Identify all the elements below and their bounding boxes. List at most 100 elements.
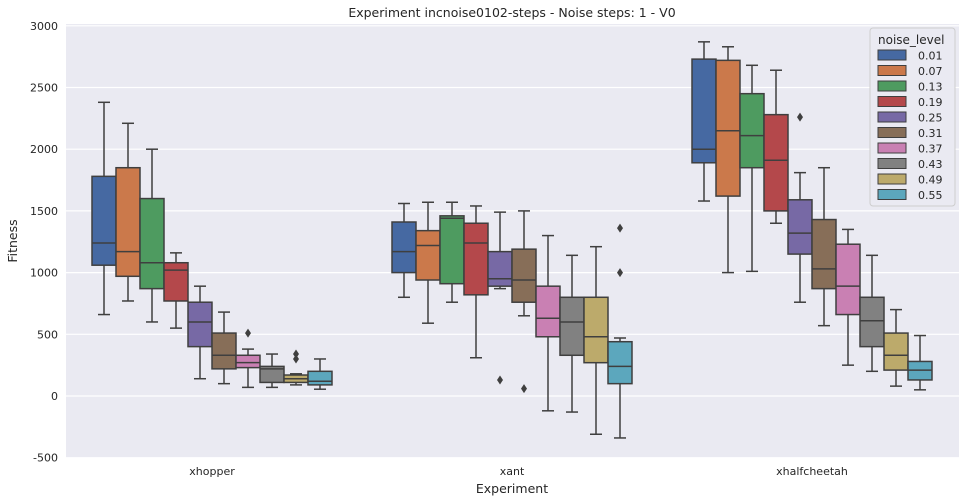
outlier-point <box>245 328 251 338</box>
box-0.25-xant <box>487 211 513 385</box>
legend-swatch <box>877 173 907 185</box>
box-iqr <box>583 296 609 364</box>
box-0.49-xant <box>583 245 609 436</box>
y-tick-label: 500 <box>37 328 58 341</box>
box-iqr <box>559 296 585 357</box>
box-iqr <box>391 221 417 274</box>
legend-swatch <box>877 96 907 107</box>
box-iqr <box>787 199 813 255</box>
box-iqr <box>811 218 837 290</box>
legend-label: 0.31 <box>918 127 943 140</box>
x-tick-label: xant <box>500 465 525 478</box>
legend-label: 0.13 <box>918 81 943 94</box>
box-0.01-xhalfcheetah <box>691 41 717 202</box>
box-0.43-xant <box>559 254 585 413</box>
chart-title: Experiment incnoise0102-steps - Noise st… <box>348 5 675 20</box>
box-0.55-xhopper <box>307 358 333 390</box>
y-axis-label: Fitness <box>5 219 20 262</box>
box-0.19-xhalfcheetah <box>763 69 789 224</box>
box-0.31-xant <box>511 210 537 394</box>
box-0.55-xant <box>607 223 633 439</box>
box-0.01-xant <box>391 202 417 299</box>
box-0.49-xhalfcheetah <box>883 308 909 387</box>
legend-label: 0.19 <box>918 96 943 109</box>
y-tick-label: 0 <box>51 390 58 403</box>
y-tick-label: 1500 <box>30 205 58 218</box>
box-0.55-xhalfcheetah <box>907 334 933 391</box>
y-tick-label: 2000 <box>30 143 58 156</box>
box-0.37-xhalfcheetah <box>835 228 861 366</box>
box-iqr <box>487 250 513 287</box>
y-tick-label: 2500 <box>30 82 58 95</box>
box-0.25-xhalfcheetah <box>787 112 813 303</box>
box-iqr <box>691 58 717 164</box>
box-iqr <box>715 59 741 197</box>
axes: -500 0 500 1000 1500 2000 2500 3000 xhopper xant x… <box>30 20 848 478</box>
legend-swatch <box>877 80 907 92</box>
outlier-point <box>617 223 623 233</box>
y-tick-label: -500 <box>33 452 58 465</box>
legend-label: 0.07 <box>918 65 943 78</box>
box-0.07-xhalfcheetah <box>715 46 741 274</box>
box-0.01-xhopper <box>91 101 117 316</box>
legend-label: 0.37 <box>918 143 943 156</box>
box-iqr <box>139 197 165 290</box>
box-iqr <box>535 285 561 338</box>
legend-label: 0.43 <box>918 158 943 171</box>
box-iqr <box>883 332 909 371</box>
legend-label: 0.01 <box>918 50 943 63</box>
box-0.49-xhopper <box>283 349 309 386</box>
outlier-point <box>617 268 623 278</box>
box-0.07-xhopper <box>115 122 141 302</box>
box-iqr <box>187 301 213 348</box>
box-iqr <box>835 243 861 316</box>
box-iqr <box>439 215 465 285</box>
box-0.19-xhopper <box>163 252 189 329</box>
box-iqr <box>859 296 885 348</box>
legend-label: 0.25 <box>918 112 943 125</box>
box-iqr <box>115 166 141 278</box>
x-tick-label: xhopper <box>189 465 235 478</box>
box-iqr <box>235 354 261 369</box>
box-iqr <box>511 248 537 303</box>
x-axis-label: Experiment <box>476 481 548 496</box>
outlier-point <box>293 354 299 364</box>
box-iqr <box>307 370 333 386</box>
box-0.43-xhalfcheetah <box>859 254 885 373</box>
box-iqr <box>91 175 117 266</box>
box-iqr <box>211 332 237 370</box>
box-0.13-xant <box>439 201 465 303</box>
outlier-point <box>497 375 503 385</box>
legend-swatch <box>877 65 907 76</box>
y-tick-label: 3000 <box>30 20 58 33</box>
box-iqr <box>739 92 765 169</box>
outlier-point <box>521 384 527 394</box>
box-0.25-xhopper <box>187 285 213 380</box>
legend-title: noise_level <box>878 33 944 47</box>
box-iqr <box>463 222 489 296</box>
legend-swatch <box>877 158 907 169</box>
box-0.43-xhopper <box>259 353 285 389</box>
box-0.37-xhopper <box>235 328 261 389</box>
legend-swatch <box>877 189 907 200</box>
legend-label: 0.49 <box>918 174 943 187</box>
legend-swatch <box>877 142 907 154</box>
box-0.13-xhopper <box>139 148 165 323</box>
box-0.13-xhalfcheetah <box>739 64 765 273</box>
box-iqr <box>415 229 441 281</box>
legend: noise_level 0.01 0.07 0.13 0.19 0.25 0.31 0.37… <box>869 27 956 207</box>
box-0.31-xhopper <box>211 311 237 385</box>
legend-swatch <box>877 49 907 61</box>
box-iqr <box>163 261 189 302</box>
x-tick-label: xhalfcheetah <box>776 465 848 478</box>
legend-swatch <box>877 111 907 123</box>
box-series <box>91 41 933 439</box>
box-0.07-xant <box>415 201 441 324</box>
box-iqr <box>607 340 633 385</box>
legend-swatch <box>877 127 907 138</box>
box-iqr <box>763 113 789 212</box>
outlier-point <box>797 112 803 122</box>
y-tick-label: 1000 <box>30 267 58 280</box>
